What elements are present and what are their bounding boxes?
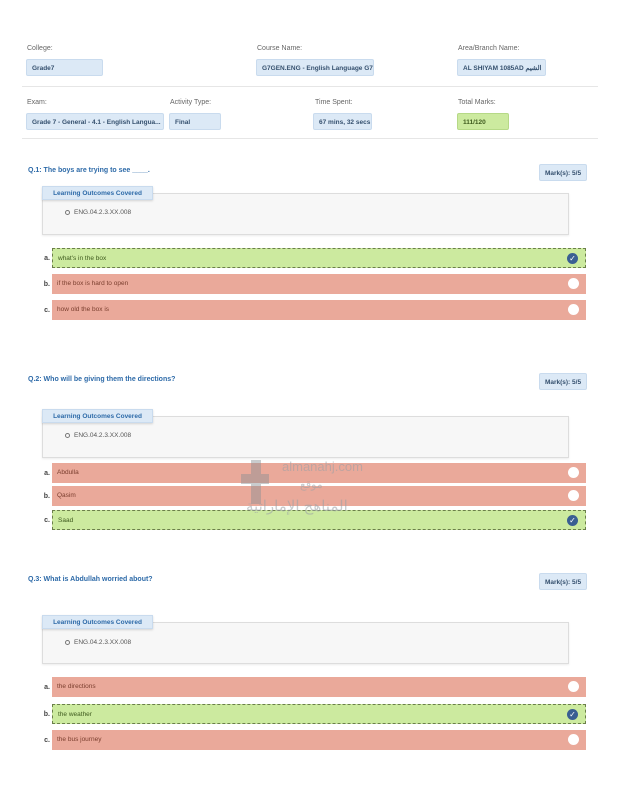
question-2-learning-outcomes [42, 416, 569, 458]
radio-icon[interactable] [568, 681, 579, 692]
college-label: College: [27, 45, 53, 52]
check-icon: ✓ [567, 515, 578, 526]
radio-icon[interactable] [568, 467, 579, 478]
radio-icon[interactable] [568, 490, 579, 501]
question-1-lo-item: ENG.04.2.3.XX.008 [65, 209, 131, 216]
question-1-title: Q.1: The boys are trying to see ____. [28, 167, 150, 174]
q3-option-c-text: the bus journey [57, 736, 102, 743]
q2-option-a-letter: a. [44, 470, 50, 477]
check-icon: ✓ [567, 253, 578, 264]
question-2-lo-item: ENG.04.2.3.XX.008 [65, 432, 131, 439]
exam-value: Grade 7 - General - 4.1 - English Langua… [26, 113, 164, 130]
q1-option-a[interactable]: what's in the box ✓ [52, 248, 586, 268]
watermark-logo-icon [241, 460, 269, 504]
question-2-lo-code: ENG.04.2.3.XX.008 [74, 432, 132, 439]
q2-option-a[interactable]: Abdulla [52, 463, 586, 483]
activity-type-label: Activity Type: [170, 99, 212, 106]
q3-option-b-text: the weather [58, 711, 92, 718]
question-2-lo-tab: Learning Outcomes Covered [42, 409, 153, 423]
radio-icon[interactable] [568, 278, 579, 289]
exam-label: Exam: [27, 99, 47, 106]
q3-option-b-letter: b. [43, 711, 50, 718]
question-3-lo-item: ENG.04.2.3.XX.008 [65, 639, 131, 646]
header-divider-2 [22, 138, 598, 139]
q3-option-b[interactable]: the weather ✓ [52, 704, 586, 724]
q1-option-c-text: how old the box is [57, 306, 110, 313]
bullet-icon [65, 432, 70, 438]
radio-icon[interactable] [568, 734, 579, 745]
college-value: Grade7 [26, 59, 103, 76]
q2-option-a-text: Abdulla [57, 469, 79, 476]
q3-option-a[interactable]: the directions [52, 677, 586, 697]
radio-icon[interactable] [568, 304, 579, 315]
q3-option-a-letter: a. [44, 684, 50, 691]
check-icon: ✓ [567, 709, 578, 720]
area-branch-value: AL SHIYAM 1085AD الشيم [457, 59, 546, 76]
watermark-site: almanahj.com [282, 459, 363, 474]
q2-option-b-letter: b. [43, 493, 50, 500]
total-marks-value: 111/120 [457, 113, 509, 130]
q1-option-b-text: if the box is hard to open [57, 280, 129, 287]
activity-type-value: Final [169, 113, 221, 130]
q1-option-c-letter: c. [44, 307, 50, 314]
question-3-lo-code: ENG.04.2.3.XX.008 [74, 639, 132, 646]
question-1-mark: Mark(s): 5/5 [539, 164, 587, 181]
watermark-line3: المناهج الإماراتية [246, 498, 348, 515]
q3-option-c-letter: c. [44, 737, 50, 744]
time-spent-label: Time Spent: [315, 99, 353, 106]
question-3-lo-tab: Learning Outcomes Covered [42, 615, 153, 629]
q2-option-b-text: Qasim [57, 492, 76, 499]
question-2-mark: Mark(s): 5/5 [539, 373, 587, 390]
question-1-lo-tab: Learning Outcomes Covered [42, 186, 153, 200]
question-3-mark: Mark(s): 5/5 [539, 573, 587, 590]
course-name-value: G7GEN.ENG - English Language G7 [256, 59, 374, 76]
question-3-title: Q.3: What is Abdullah worried about? [28, 576, 153, 583]
q2-option-c-text: Saad [58, 517, 74, 524]
question-3-learning-outcomes [42, 622, 569, 664]
q1-option-a-letter: a. [44, 255, 50, 262]
q1-option-c[interactable]: how old the box is [52, 300, 586, 320]
q1-option-a-text: what's in the box [58, 255, 107, 262]
course-name-label: Course Name: [257, 45, 303, 52]
area-branch-label: Area/Branch Name: [458, 45, 520, 52]
q2-option-b[interactable]: Qasim [52, 486, 586, 506]
q3-option-c[interactable]: the bus journey [52, 730, 586, 750]
time-spent-value: 67 mins, 32 secs [313, 113, 372, 130]
header-divider [22, 86, 598, 87]
question-1-learning-outcomes [42, 193, 569, 235]
bullet-icon [65, 209, 70, 215]
q1-option-b[interactable]: if the box is hard to open [52, 274, 586, 294]
q2-option-c-letter: c. [44, 517, 50, 524]
q1-option-b-letter: b. [43, 281, 50, 288]
total-marks-label: Total Marks: [458, 99, 496, 106]
question-2-title: Q.2: Who will be giving them the directi… [28, 376, 176, 383]
q3-option-a-text: the directions [57, 683, 96, 690]
q2-option-c[interactable]: Saad ✓ [52, 510, 586, 530]
question-1-lo-code: ENG.04.2.3.XX.008 [74, 209, 132, 216]
watermark-line2: موقع [300, 479, 323, 491]
bullet-icon [65, 639, 70, 645]
